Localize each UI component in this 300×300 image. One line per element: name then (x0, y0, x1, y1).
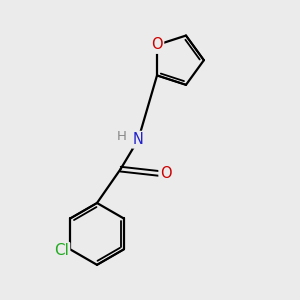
Text: N: N (133, 132, 144, 147)
Text: Cl: Cl (54, 243, 69, 258)
Text: H: H (117, 130, 127, 143)
Text: O: O (160, 166, 171, 181)
Text: O: O (151, 38, 163, 52)
